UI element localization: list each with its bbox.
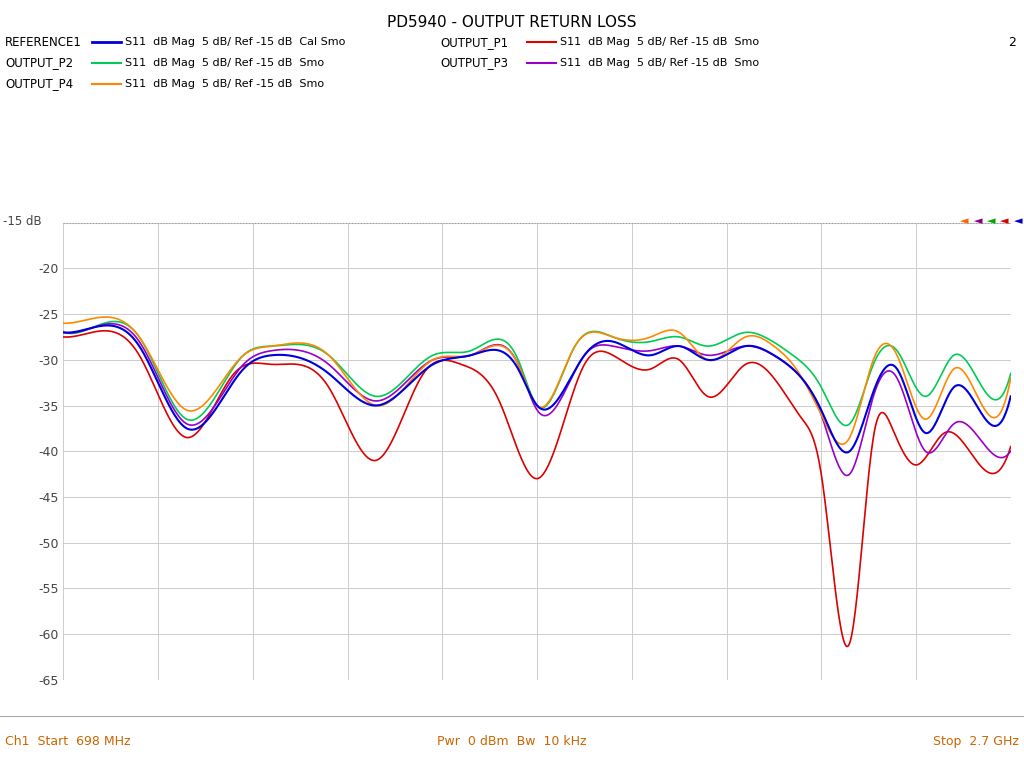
Text: S11  dB Mag  5 dB/ Ref -15 dB  Smo: S11 dB Mag 5 dB/ Ref -15 dB Smo — [560, 58, 759, 68]
Text: REFERENCE1: REFERENCE1 — [5, 36, 82, 48]
Text: OUTPUT_P4: OUTPUT_P4 — [5, 78, 74, 90]
Text: ◄: ◄ — [974, 216, 982, 227]
Text: -15 dB: -15 dB — [3, 215, 42, 227]
Text: ◄: ◄ — [987, 216, 995, 227]
Text: PD5940 - OUTPUT RETURN LOSS: PD5940 - OUTPUT RETURN LOSS — [387, 15, 637, 31]
Text: ◄: ◄ — [1000, 216, 1009, 227]
Text: Stop  2.7 GHz: Stop 2.7 GHz — [933, 735, 1019, 747]
Text: S11  dB Mag  5 dB/ Ref -15 dB  Smo: S11 dB Mag 5 dB/ Ref -15 dB Smo — [125, 58, 324, 68]
Text: Ch1  Start  698 MHz: Ch1 Start 698 MHz — [5, 735, 131, 747]
Text: OUTPUT_P1: OUTPUT_P1 — [440, 36, 509, 48]
Text: OUTPUT_P3: OUTPUT_P3 — [440, 57, 508, 69]
Text: S11  dB Mag  5 dB/ Ref -15 dB  Smo: S11 dB Mag 5 dB/ Ref -15 dB Smo — [560, 37, 759, 48]
Text: ◄: ◄ — [961, 216, 969, 227]
Text: Pwr  0 dBm  Bw  10 kHz: Pwr 0 dBm Bw 10 kHz — [437, 735, 587, 747]
Text: S11  dB Mag  5 dB/ Ref -15 dB  Cal Smo: S11 dB Mag 5 dB/ Ref -15 dB Cal Smo — [125, 37, 345, 48]
Text: 2: 2 — [1008, 36, 1016, 48]
Text: S11  dB Mag  5 dB/ Ref -15 dB  Smo: S11 dB Mag 5 dB/ Ref -15 dB Smo — [125, 78, 324, 89]
Text: ◄: ◄ — [1014, 216, 1022, 227]
Text: OUTPUT_P2: OUTPUT_P2 — [5, 57, 74, 69]
